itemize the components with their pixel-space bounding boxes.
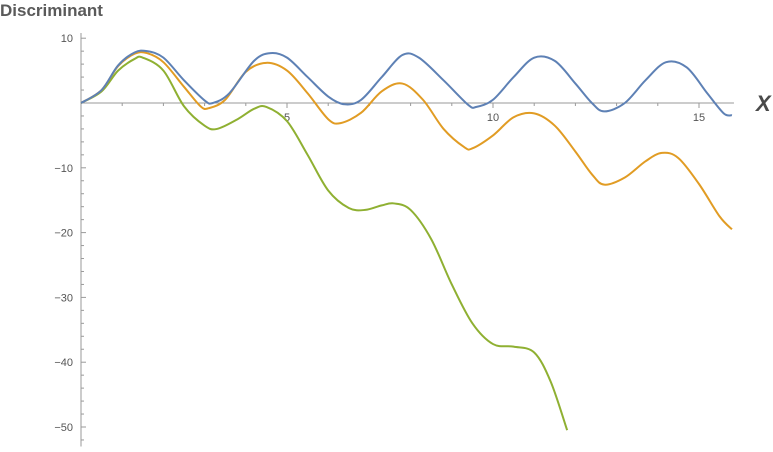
chart-title: Discriminant [0, 1, 103, 20]
series-line-3 [80, 55, 569, 431]
series-line-2 [80, 51, 733, 231]
y-tick-label: −30 [54, 292, 73, 304]
chart-axes [80, 32, 734, 447]
y-tick-label: −40 [54, 357, 73, 369]
x-axis-label: X [754, 91, 772, 116]
axis-tick-labels: 5 10 15 10 −10 −20 −30 −40 −50 [54, 33, 705, 434]
x-tick-label: 5 [284, 112, 290, 124]
series-line-1 [80, 49, 733, 117]
chart-series [80, 49, 733, 431]
y-tick-label: −10 [54, 163, 73, 175]
y-tick-label: −20 [54, 228, 73, 240]
axis-ticks [81, 37, 700, 441]
x-tick-label: 10 [487, 112, 499, 124]
x-tick-label: 15 [693, 112, 705, 124]
y-tick-label: −50 [54, 422, 73, 434]
y-tick-label: 10 [61, 33, 73, 45]
